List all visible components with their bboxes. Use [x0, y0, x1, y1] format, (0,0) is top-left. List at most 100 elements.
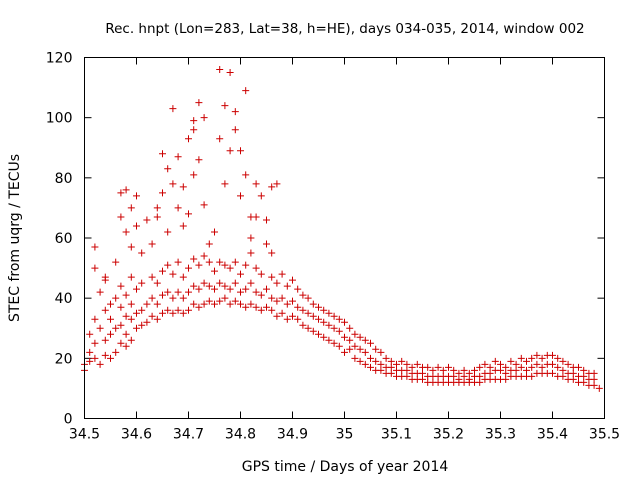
data-point-0-72 [200, 300, 208, 308]
data-point-0-230 [476, 378, 484, 386]
data-point-0-220 [455, 369, 463, 377]
data-point-0-189 [403, 366, 411, 374]
data-point-0-20 [112, 324, 120, 332]
data-point-0-280 [559, 357, 567, 365]
x-tick-label-4: 34.9 [277, 427, 308, 443]
data-point-0-123 [289, 297, 296, 305]
data-point-0-278 [559, 372, 567, 380]
data-point-0-2 [86, 357, 94, 365]
data-point-0-138 [315, 315, 322, 323]
data-point-0-3 [86, 348, 94, 356]
data-point-0-219 [455, 375, 463, 383]
data-point-0-356 [263, 240, 270, 248]
data-point-0-273 [549, 360, 556, 368]
data-point-0-65 [185, 264, 192, 272]
data-point-0-15 [107, 354, 114, 362]
x-tick-label-6: 35.1 [381, 427, 412, 443]
data-point-0-129 [299, 306, 307, 314]
data-point-0-13 [101, 306, 109, 314]
data-point-0-118 [278, 270, 286, 278]
data-point-0-225 [465, 375, 473, 383]
y-tick-label-0: 0 [64, 412, 73, 428]
data-point-0-174 [377, 360, 385, 368]
data-point-0-60 [179, 309, 187, 317]
data-point-0-167 [367, 363, 374, 371]
data-point-0-339 [216, 135, 224, 143]
data-point-0-46 [153, 300, 161, 308]
data-point-0-104 [252, 264, 260, 272]
data-point-0-147 [330, 324, 338, 332]
data-point-0-40 [143, 318, 151, 326]
data-point-0-337 [211, 228, 218, 236]
data-point-0-321 [169, 105, 177, 113]
y-tick-label-5: 100 [46, 111, 73, 127]
data-point-0-126 [294, 303, 302, 311]
y-tick-label-2: 40 [55, 291, 73, 307]
data-point-0-252 [512, 366, 520, 374]
data-point-0-131 [304, 324, 312, 332]
data-point-0-10 [96, 288, 104, 296]
data-point-0-202 [424, 363, 432, 371]
data-point-0-137 [315, 330, 322, 338]
data-point-0-326 [179, 222, 187, 230]
data-point-0-112 [268, 273, 276, 281]
data-point-0-323 [174, 153, 182, 161]
data-point-0-77 [205, 258, 213, 266]
data-point-0-274 [549, 351, 556, 359]
data-point-0-256 [517, 354, 525, 362]
data-point-0-132 [304, 309, 312, 317]
data-point-0-313 [143, 216, 151, 224]
data-point-0-34 [133, 324, 140, 332]
data-point-0-141 [320, 318, 328, 326]
data-point-0-130 [299, 291, 307, 299]
data-point-0-173 [377, 366, 385, 374]
data-point-0-351 [247, 234, 255, 242]
data-point-0-166 [361, 336, 369, 344]
data-point-0-214 [445, 363, 452, 371]
data-point-0-188 [403, 372, 411, 380]
data-point-0-109 [263, 285, 270, 293]
data-point-0-143 [325, 336, 333, 344]
data-point-0-289 [575, 363, 582, 371]
data-point-0-320 [164, 165, 172, 173]
data-point-0-134 [309, 327, 317, 335]
data-point-0-168 [367, 354, 374, 362]
x-axis-label: GPS time / Days of year 2014 [242, 459, 449, 475]
data-point-0-61 [179, 294, 187, 302]
data-point-0-120 [283, 300, 291, 308]
data-point-0-98 [242, 261, 250, 269]
data-point-0-222 [460, 372, 468, 380]
data-point-0-133 [304, 294, 312, 302]
x-tick-label-10: 35.5 [589, 427, 620, 443]
data-point-0-81 [216, 297, 224, 305]
data-point-0-354 [257, 192, 265, 200]
data-point-0-244 [497, 360, 504, 368]
data-point-0-148 [330, 312, 338, 320]
data-point-0-107 [257, 270, 265, 278]
data-point-0-35 [133, 309, 140, 317]
data-point-0-312 [138, 249, 146, 257]
y-tick-label-4: 80 [55, 171, 73, 187]
data-point-0-31 [127, 315, 135, 323]
data-point-0-241 [491, 357, 499, 365]
data-point-0-119 [283, 315, 291, 323]
data-point-0-342 [226, 69, 234, 77]
data-point-0-155 [346, 345, 354, 353]
data-point-0-27 [122, 330, 130, 338]
axis-ticks: 34.5 34.6 34.7 34.8 34.9 35 35.1 35.2 35.3 35.4 35… [46, 51, 620, 443]
data-point-0-237 [486, 369, 494, 377]
data-point-0-190 [403, 360, 411, 368]
data-point-0-87 [226, 300, 234, 308]
data-point-0-279 [559, 366, 567, 374]
data-point-0-336 [205, 240, 213, 248]
data-point-0-48 [159, 309, 166, 317]
data-point-0-105 [257, 306, 265, 314]
data-point-0-97 [242, 285, 250, 293]
data-point-0-345 [231, 126, 239, 134]
data-point-0-357 [268, 183, 276, 191]
data-point-0-277 [554, 354, 562, 362]
data-point-0-157 [346, 324, 354, 332]
data-point-0-165 [361, 348, 369, 356]
data-point-0-91 [231, 279, 239, 287]
